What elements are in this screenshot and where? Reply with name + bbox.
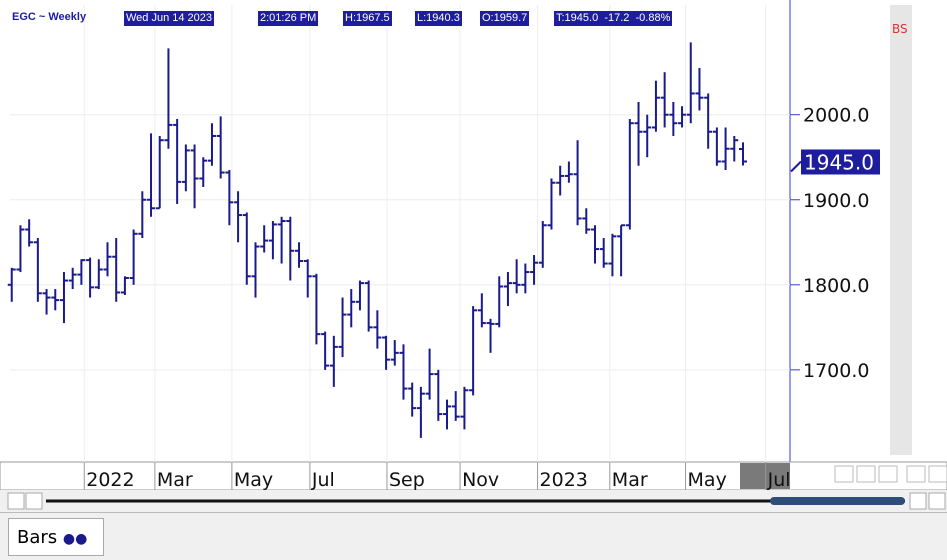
tab-icon: ●●: [62, 531, 88, 547]
symbol: EGC ~ Weekly: [12, 11, 87, 23]
tab[interactable]: Bars ●●: [8, 518, 104, 556]
header-open: O:1959.7: [480, 11, 530, 26]
axis-buttons[interactable]: [834, 465, 947, 483]
future-zone: [740, 463, 790, 489]
header-date: Wed Jun 14 2023: [124, 11, 215, 26]
side-strip: [890, 5, 912, 455]
x-tick-label: May: [234, 469, 273, 491]
y-tick-label: 1700.0: [803, 360, 869, 382]
y-tick-label: 1900.0: [803, 190, 869, 212]
header-time: 2:01:26 PM: [258, 11, 319, 26]
scroll-thumb[interactable]: [770, 497, 905, 505]
tab-bar: [0, 512, 947, 560]
x-tick-label: Nov: [462, 469, 499, 491]
scroll-btn[interactable]: [909, 492, 927, 510]
x-tick-label: Mar: [157, 469, 193, 491]
x-tick-label: Jul: [767, 469, 791, 491]
tab-label: Bars: [17, 527, 58, 548]
x-tick-label: Sep: [389, 469, 425, 491]
last-price-label: 1945.0: [804, 150, 874, 174]
x-tick-label: 2022: [86, 469, 134, 491]
chart: BS 1700.0 1800.0 1900.0 2000.0 2022 Mar May Jul…: [0, 0, 947, 510]
y-tick-label: 2000.0: [803, 105, 869, 127]
header-high: H:1967.5: [343, 11, 392, 26]
x-tick-label: 2023: [540, 469, 588, 491]
scroll-btn[interactable]: [7, 492, 25, 510]
x-tick-label: Mar: [612, 469, 648, 491]
scroll-btn[interactable]: [25, 492, 43, 510]
y-tick-label: 1800.0: [803, 275, 869, 297]
scroll-btn[interactable]: [928, 492, 946, 510]
header-last: T:1945.0 -17.2 -0.88%: [554, 11, 673, 26]
last-pointer: [790, 160, 802, 173]
x-tick-label: May: [688, 469, 727, 491]
x-tick-label: Jul: [311, 469, 335, 491]
last-price-box: [801, 149, 880, 175]
bs-label[interactable]: BS: [892, 22, 908, 36]
header-low: L:1940.3: [415, 11, 462, 26]
